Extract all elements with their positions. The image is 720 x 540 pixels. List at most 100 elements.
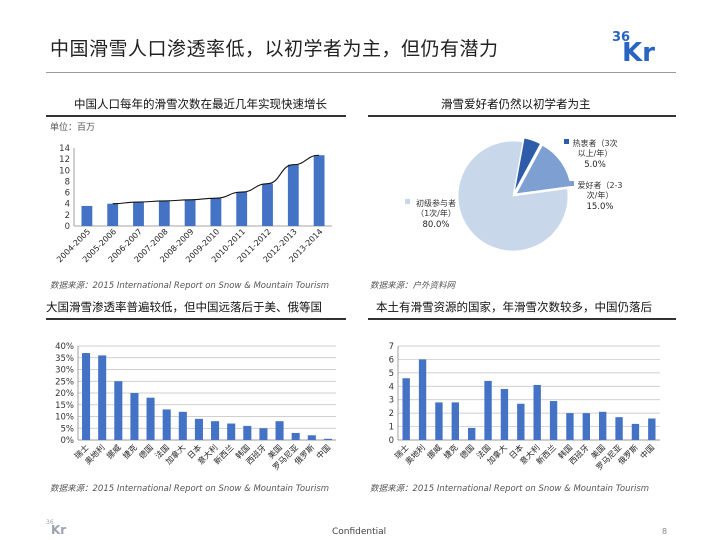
y-tick-label: 3 (389, 396, 394, 406)
bar (243, 425, 252, 440)
y-tick-label: 14 (59, 144, 70, 154)
bar (82, 353, 91, 440)
footer-logo: 36 Kr (46, 519, 66, 534)
y-tick-label: 7 (389, 342, 394, 352)
y-tick-label: 4 (389, 382, 394, 392)
panel-divider-bl (46, 318, 346, 320)
y-tick-label: 15% (55, 401, 74, 411)
x-tick-label: 德国 (458, 442, 476, 460)
x-tick-label: 德国 (137, 442, 155, 460)
page-title: 中国滑雪人口渗透率低，以初学者为主，但仍有潜力 (50, 38, 499, 60)
slice-value: 5.0% (584, 160, 606, 170)
chart-penetration: 0%5%10%15%20%25%30%35%40%瑞士奥地利挪威捷克德国法国加拿… (55, 342, 336, 472)
y-tick-label: 25% (55, 377, 74, 387)
bar (435, 402, 443, 440)
brand-logo: 36 Kr (612, 30, 655, 63)
svg-text:36: 36 (612, 30, 630, 45)
bar (107, 203, 119, 226)
bar (451, 402, 459, 440)
bar (162, 409, 171, 440)
y-tick-label: 4 (65, 200, 70, 210)
y-tick-label: 30% (55, 366, 74, 376)
y-tick-label: 2 (65, 211, 70, 221)
bar (500, 388, 509, 440)
bar (81, 205, 93, 226)
source-br: 数据来源：2015 International Report on Snow &… (370, 484, 650, 494)
svg-text:Kr: Kr (51, 523, 66, 534)
bar (130, 393, 139, 440)
bar (599, 411, 607, 440)
page-number: 8 (662, 527, 668, 536)
slice-label: 热衷者（3次 (572, 138, 617, 148)
legend-swatch (405, 199, 410, 204)
y-tick-label: 40% (55, 342, 74, 352)
legend-swatch (569, 181, 574, 186)
slice-value: 80.0% (422, 220, 449, 230)
bar (582, 413, 590, 440)
chart-ski-visits: 024681012142004-20052005-20062006-200720… (55, 144, 332, 264)
bar (98, 355, 107, 440)
panel-divider-br (368, 318, 676, 320)
slice-label: 次/年） (587, 190, 614, 200)
y-tick-label: 0 (389, 436, 394, 446)
title-divider (46, 72, 676, 73)
slice-label: 爱好者（2-3 (577, 180, 622, 190)
bar (227, 423, 236, 440)
bar (236, 192, 248, 226)
bar (549, 401, 558, 440)
y-tick-label: 0% (61, 436, 75, 446)
panel-title-tl: 中国人口每年的滑雪次数在最近几年实现快速增长 (74, 97, 327, 111)
x-tick-label: 中国 (314, 442, 332, 460)
bar (418, 359, 427, 440)
y-tick-label: 6 (389, 355, 394, 365)
y-tick-label: 20% (55, 389, 74, 399)
x-tick-label: 捷克 (441, 442, 459, 460)
unit-label: 单位：百万 (50, 123, 96, 133)
bar (211, 421, 220, 440)
y-tick-label: 10 (59, 166, 70, 176)
source-tr: 数据来源：户外资料网 (370, 281, 456, 291)
svg-text:Kr: Kr (622, 38, 655, 63)
y-tick-label: 5 (389, 369, 394, 379)
legend-swatch (564, 139, 569, 144)
bar (533, 384, 541, 440)
slice-label: 以上/年） (578, 148, 613, 158)
trend-line (112, 154, 320, 205)
bar (566, 413, 574, 440)
bar (468, 427, 476, 440)
bar (210, 198, 222, 226)
source-bl: 数据来源：2015 International Report on Snow &… (50, 484, 330, 494)
slice-label: （1次/年） (416, 208, 456, 218)
slice-label: 初级参与者 (416, 198, 456, 208)
panel-divider-tr (368, 115, 676, 117)
source-tl: 数据来源：2015 International Report on Snow &… (50, 281, 330, 291)
bar (615, 417, 623, 440)
y-tick-label: 10% (55, 413, 74, 423)
x-tick-label: 捷克 (120, 442, 138, 460)
y-tick-label: 2 (389, 409, 394, 419)
bar (133, 202, 144, 226)
y-tick-label: 12 (59, 155, 70, 165)
bar (287, 164, 299, 226)
x-tick-label: 挪威 (104, 442, 122, 460)
y-tick-label: 1 (389, 423, 394, 433)
x-tick-label: 挪威 (425, 442, 443, 460)
y-tick-label: 0 (65, 222, 70, 232)
bar (517, 403, 525, 440)
bar (178, 411, 187, 440)
bar (259, 428, 268, 440)
bar (291, 432, 300, 440)
bar (275, 421, 284, 440)
panel-title-br: 本土有滑雪资源的国家，年滑雪次数较多，中国仍落后 (376, 300, 652, 314)
bar (262, 183, 273, 226)
panel-title-tr: 滑雪爱好者仍然以初学者为主 (441, 97, 591, 111)
slice-value: 15.0% (586, 202, 613, 212)
bar (184, 199, 196, 226)
y-tick-label: 5% (61, 424, 75, 434)
bar (307, 435, 316, 440)
bar (648, 418, 656, 440)
bar (323, 438, 332, 440)
x-tick-label: 中国 (638, 442, 656, 460)
chart-ski-days: 01234567瑞士奥地利挪威捷克德国法国加拿大日本意大利新西兰韩国西班牙美国罗… (389, 342, 660, 472)
